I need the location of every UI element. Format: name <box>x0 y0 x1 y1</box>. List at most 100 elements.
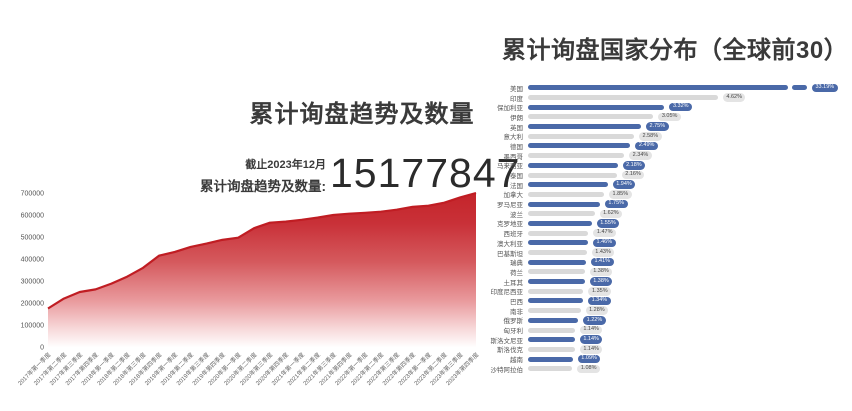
bar <box>528 201 600 207</box>
bar-row: 巴基斯坦 1.43% <box>435 248 852 258</box>
country-label: 印度尼西亚 <box>490 289 524 297</box>
bar <box>528 366 573 372</box>
bar-row: 伊朗 3.05% <box>435 112 852 122</box>
bar <box>528 346 575 352</box>
x-axis-labels: 2017年第一季度2017年第二季度2017年第三季度2017年第四季度2018… <box>16 351 480 387</box>
value-badge: 1.47% <box>593 228 617 238</box>
country-label: 意大利 <box>503 134 524 142</box>
bar-row: 越南 1.09% <box>435 354 852 364</box>
as-of-label: 截止2023年12月 <box>245 159 326 171</box>
bar-row: 加拿大 1.85% <box>435 190 852 199</box>
value-badge: 1.14% <box>579 345 603 354</box>
bar-row: 印度 4.62% <box>435 93 852 103</box>
value-badge: 2.75% <box>646 122 669 131</box>
value-badge: 1.41% <box>590 257 614 267</box>
country-label: 土耳其 <box>503 279 524 287</box>
country-label: 波兰 <box>510 211 523 219</box>
country-label: 西班牙 <box>503 231 524 239</box>
bar-row: 保加利亚 3.32% <box>435 102 852 112</box>
right-chart-title: 累计询盘国家分布（全球前30） <box>502 37 849 64</box>
bar <box>528 172 617 178</box>
bar <box>528 356 573 362</box>
bar <box>528 191 605 197</box>
bar-row: 德国 2.49% <box>435 141 852 151</box>
svg-text:200000: 200000 <box>21 301 44 308</box>
bar <box>528 114 654 120</box>
bar <box>528 288 584 294</box>
bar <box>528 153 625 159</box>
bar <box>528 124 642 130</box>
bar <box>528 279 585 285</box>
value-badge: 2.18% <box>622 161 646 170</box>
bar <box>528 327 575 333</box>
value-badge: 1.38% <box>589 277 613 286</box>
bar-row: 墨西哥 2.34% <box>435 151 852 161</box>
country-label: 巴基斯坦 <box>497 250 523 258</box>
y-axis-ticks: 0 100000 200000 300000 400000 500000 600000 700… <box>21 191 44 352</box>
bar-row: 匈牙利 1.14% <box>435 325 852 335</box>
bar-row: 斯洛文尼亚 1.14% <box>435 335 852 345</box>
bar-row: 马来西亚 2.18% <box>435 161 852 171</box>
value-badge: 1.62% <box>599 209 623 219</box>
country-label: 沙特阿拉伯 <box>490 366 524 374</box>
bar-row: 瑞典 1.41% <box>435 257 852 267</box>
area-fill <box>48 193 476 347</box>
value-badge: 2.34% <box>629 151 652 160</box>
bar <box>528 308 581 314</box>
bar <box>528 220 592 226</box>
country-label: 斯洛文尼亚 <box>490 337 524 345</box>
country-label: 越南 <box>510 357 523 365</box>
country-label: 荷兰 <box>510 269 523 277</box>
bar-row: 法国 1.94% <box>435 180 852 190</box>
bar <box>528 337 575 343</box>
value-badge: 2.49% <box>635 141 658 151</box>
value-badge: 1.94% <box>612 180 636 189</box>
country-label: 俄罗斯 <box>503 318 524 326</box>
country-label: 匈牙利 <box>503 328 524 336</box>
bar <box>528 269 585 275</box>
bar-row: 意大利 2.58% <box>435 131 852 141</box>
value-badge: 1.28% <box>585 306 609 315</box>
bar <box>528 298 584 304</box>
value-badge: 1.46% <box>593 238 616 248</box>
value-badge: 1.22% <box>583 316 606 325</box>
bar-row: 罗马尼亚 1.75% <box>435 199 852 209</box>
bar-row: 西班牙 1.47% <box>435 228 852 238</box>
bar-row: 南非 1.28% <box>435 306 852 316</box>
bar-row: 荷兰 1.38% <box>435 267 852 277</box>
bar <box>528 259 586 265</box>
country-label: 泰国 <box>510 173 523 181</box>
value-badge: 1.35% <box>588 287 612 296</box>
bar-row: 俄罗斯 1.22% <box>435 316 852 326</box>
svg-text:700000: 700000 <box>21 191 44 198</box>
country-label: 南非 <box>510 308 523 316</box>
bar <box>528 317 579 323</box>
svg-text:600000: 600000 <box>21 213 44 220</box>
country-label: 斯洛伐克 <box>497 347 523 355</box>
value-badge: 2.16% <box>621 170 645 180</box>
country-bar-chart: 美国 33.19% 印度 4.62% 保加利亚 3.32% 伊朗 3.05% 英国 2.75% 意大… <box>435 83 852 374</box>
bar-row: 印度尼西亚 1.35% <box>435 286 852 296</box>
svg-text:100000: 100000 <box>21 323 44 330</box>
bar-row: 斯洛伐克 1.14% <box>435 345 852 355</box>
total-inquiries-value: 15177847 <box>330 150 521 196</box>
bar <box>528 143 631 149</box>
bar <box>528 240 588 246</box>
bar <box>528 162 618 168</box>
value-badge: 1.09% <box>577 354 601 364</box>
value-badge: 1.55% <box>596 219 620 228</box>
value-badge: 3.05% <box>658 112 681 122</box>
bar-row: 波兰 1.62% <box>435 209 852 219</box>
country-label: 克罗地亚 <box>497 221 523 229</box>
left-chart-title: 累计询盘趋势及数量 <box>249 101 475 128</box>
bar <box>528 95 718 101</box>
bar-row: 泰国 2.16% <box>435 170 852 180</box>
bar-break-segment <box>792 85 807 91</box>
country-label: 马来西亚 <box>497 163 523 171</box>
stats-labels: 截止2023年12月 累计询盘趋势及数量: <box>200 150 326 195</box>
value-badge: 1.34% <box>588 296 611 306</box>
country-label: 保加利亚 <box>497 105 523 113</box>
bar-row: 澳大利亚 1.46% <box>435 238 852 248</box>
bar-row: 英国 2.75% <box>435 122 852 132</box>
